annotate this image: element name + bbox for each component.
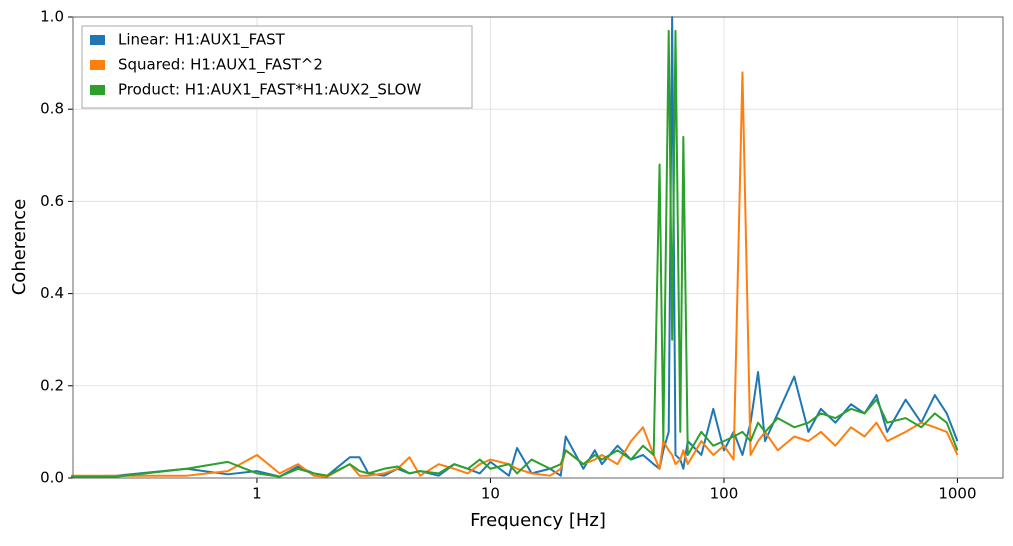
y-tick-label: 0.2 bbox=[40, 376, 64, 394]
data-line bbox=[71, 29, 959, 478]
legend-label: Linear: H1:AUX1_FAST bbox=[118, 31, 286, 50]
legend-swatch bbox=[90, 85, 105, 95]
y-tick-label: 0.0 bbox=[40, 469, 64, 487]
legend-swatch bbox=[90, 60, 105, 70]
x-tick-label: 10 bbox=[481, 485, 500, 503]
legend-swatch bbox=[90, 35, 105, 45]
legend-label: Squared: H1:AUX1_FAST^2 bbox=[118, 56, 323, 75]
x-tick-label: 1 bbox=[252, 485, 262, 503]
x-axis-label: Frequency [Hz] bbox=[470, 510, 606, 531]
y-axis-label: Coherence bbox=[9, 199, 30, 296]
plot-frame bbox=[72, 16, 1004, 479]
data-line bbox=[71, 16, 959, 478]
y-tick-label: 0.6 bbox=[40, 192, 64, 210]
legend-label: Product: H1:AUX1_FAST*H1:AUX2_SLOW bbox=[118, 81, 421, 100]
data-line bbox=[71, 71, 959, 478]
y-tick-label: 1.0 bbox=[40, 8, 64, 26]
y-tick-label: 0.8 bbox=[40, 100, 64, 118]
x-tick-label: 100 bbox=[710, 485, 739, 503]
legend-box bbox=[81, 25, 473, 109]
x-tick-label: 1000 bbox=[938, 485, 976, 503]
y-tick-label: 0.4 bbox=[40, 284, 64, 302]
